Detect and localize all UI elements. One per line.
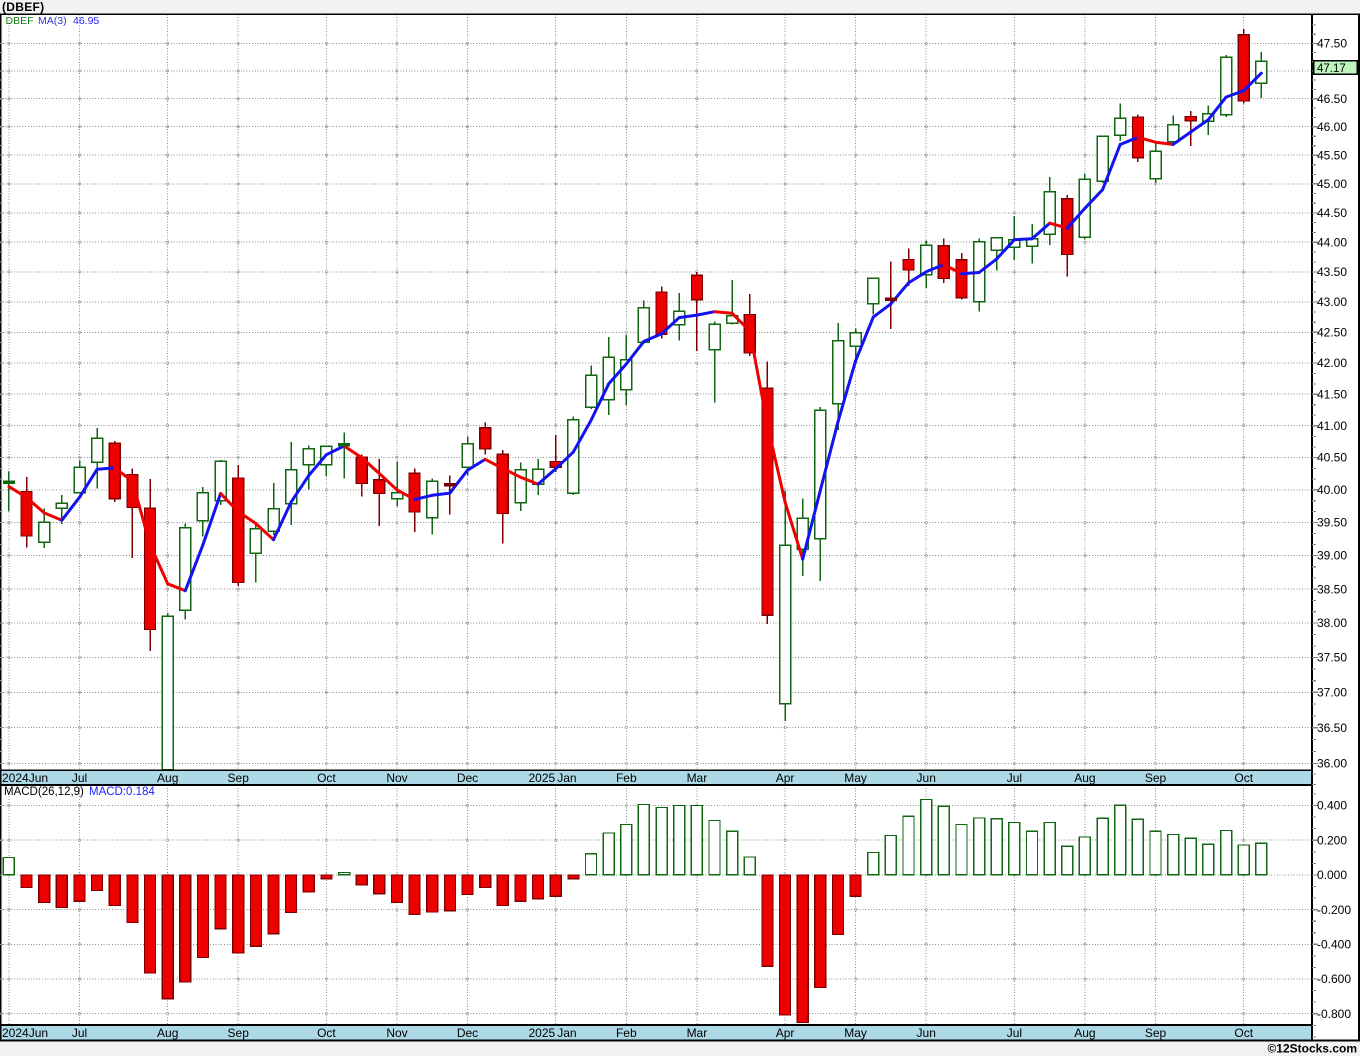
svg-text:Jan: Jan [557,1026,576,1040]
svg-text:39.00: 39.00 [1317,549,1347,563]
svg-text:46.00: 46.00 [1317,120,1347,134]
svg-text:Apr: Apr [776,1026,795,1040]
svg-text:37.00: 37.00 [1317,686,1347,700]
svg-text:Oct: Oct [317,1026,336,1040]
svg-text:47.17: 47.17 [1317,63,1346,75]
svg-text:Jul: Jul [72,1026,87,1040]
svg-text:Jul: Jul [1007,771,1022,785]
svg-text:Sep: Sep [1145,1026,1167,1040]
svg-text:38.50: 38.50 [1317,582,1347,596]
svg-text:Jan: Jan [557,771,576,785]
svg-text:Aug: Aug [1074,771,1095,785]
svg-text:Sep: Sep [228,771,250,785]
svg-text:Feb: Feb [616,1026,637,1040]
svg-text:38.00: 38.00 [1317,616,1347,630]
svg-text:(DBEF): (DBEF) [2,0,44,14]
svg-text:MACD:0.184: MACD:0.184 [89,786,155,798]
svg-text:MA(3): MA(3) [38,15,67,27]
svg-text:0.000: 0.000 [1317,868,1347,882]
svg-text:42.00: 42.00 [1317,356,1347,370]
svg-text:43.00: 43.00 [1317,295,1347,309]
svg-text:Aug: Aug [157,1026,178,1040]
svg-text:0.200: 0.200 [1317,833,1347,847]
svg-text:-0.400: -0.400 [1317,938,1351,952]
svg-text:Oct: Oct [1234,1026,1253,1040]
svg-text:Aug: Aug [157,771,178,785]
svg-text:43.50: 43.50 [1317,265,1347,279]
svg-text:Mar: Mar [687,771,708,785]
svg-text:Sep: Sep [228,1026,250,1040]
svg-text:Dec: Dec [457,1026,478,1040]
svg-text:Jul: Jul [1007,1026,1022,1040]
svg-text:Nov: Nov [386,1026,407,1040]
svg-text:2025: 2025 [528,1026,555,1040]
svg-text:46.50: 46.50 [1317,92,1347,106]
svg-text:40.50: 40.50 [1317,451,1347,465]
svg-text:Feb: Feb [616,771,637,785]
svg-text:41.50: 41.50 [1317,387,1347,401]
svg-text:Jul: Jul [72,771,87,785]
svg-text:42.50: 42.50 [1317,326,1347,340]
svg-text:May: May [844,1026,867,1040]
svg-text:Jun: Jun [917,1026,936,1040]
svg-text:36.50: 36.50 [1317,721,1347,735]
svg-text:-0.800: -0.800 [1317,1007,1351,1021]
svg-text:Apr: Apr [776,771,795,785]
svg-text:46.95: 46.95 [73,15,99,27]
svg-text:2025: 2025 [528,771,555,785]
svg-text:Oct: Oct [317,771,336,785]
svg-text:36.00: 36.00 [1317,757,1347,771]
svg-text:Jun: Jun [917,771,936,785]
svg-text:45.50: 45.50 [1317,148,1347,162]
svg-text:40.00: 40.00 [1317,483,1347,497]
svg-text:-0.200: -0.200 [1317,903,1351,917]
svg-text:44.50: 44.50 [1317,206,1347,220]
svg-text:DBEF: DBEF [6,15,34,27]
svg-text:Aug: Aug [1074,1026,1095,1040]
svg-text:Oct: Oct [1234,771,1253,785]
svg-text:44.00: 44.00 [1317,235,1347,249]
svg-text:47.50: 47.50 [1317,37,1347,51]
svg-text:2024Jun: 2024Jun [2,1026,48,1040]
svg-text:37.50: 37.50 [1317,651,1347,665]
svg-text:41.00: 41.00 [1317,419,1347,433]
svg-text:©12Stocks.com: ©12Stocks.com [1267,1042,1357,1056]
svg-text:45.00: 45.00 [1317,177,1347,191]
svg-text:Dec: Dec [457,771,478,785]
svg-text:0.400: 0.400 [1317,799,1347,813]
svg-text:Sep: Sep [1145,771,1167,785]
svg-text:Mar: Mar [687,1026,708,1040]
svg-text:-0.600: -0.600 [1317,972,1351,986]
svg-text:2024Jun: 2024Jun [2,771,48,785]
svg-text:39.50: 39.50 [1317,516,1347,530]
svg-text:MACD(26,12,9): MACD(26,12,9) [4,786,84,798]
svg-text:Nov: Nov [386,771,407,785]
svg-text:May: May [844,771,867,785]
